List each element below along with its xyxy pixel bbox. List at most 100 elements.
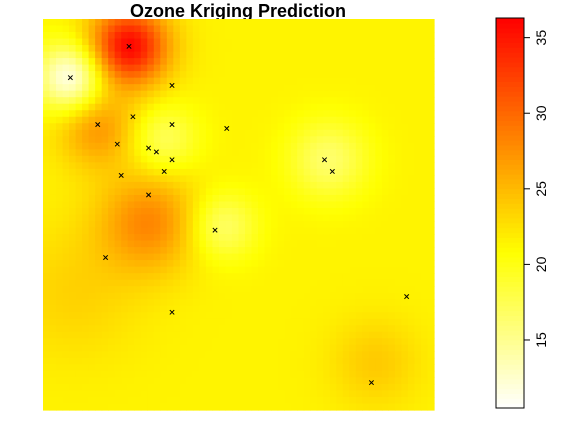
color-scale-cell [496,86,524,92]
heatmap-cell [231,214,240,222]
heatmap-cell [225,77,233,85]
heatmap-cell [43,260,51,268]
heatmap-cell [277,292,285,300]
heatmap-cell [284,260,292,268]
heatmap-cell [43,390,51,398]
heatmap-cell [290,19,298,27]
heatmap-cell [394,344,403,352]
heatmap-cell [264,221,272,229]
heatmap-cell [375,403,383,411]
heatmap-cell [394,299,403,307]
heatmap-cell [205,207,214,216]
heatmap-cell [160,325,168,333]
heatmap-cell [329,116,337,124]
heatmap-cell [329,331,337,339]
station-marker [95,122,101,128]
heatmap-cell [258,162,266,170]
heatmap-cell [323,58,331,66]
heatmap-cell [375,312,383,320]
heatmap-cell [284,77,292,85]
heatmap-cell [95,181,103,190]
heatmap-cell [349,116,357,124]
color-scale-cell [496,237,524,243]
heatmap-cell [166,364,174,372]
heatmap-cell [258,299,266,307]
heatmap-cell [147,318,155,326]
heatmap-cell [245,227,253,235]
heatmap-cell [140,240,148,248]
heatmap-cell [362,273,370,281]
heatmap-cell [258,123,266,131]
heatmap-cell [336,103,344,111]
heatmap-cell [303,253,311,261]
heatmap-cell [238,390,246,398]
heatmap-cell [43,234,51,242]
heatmap-cell [258,383,266,392]
heatmap-cell [231,325,240,333]
heatmap-cell [290,318,298,326]
heatmap-cell [297,103,305,111]
heatmap-cell [140,247,148,255]
heatmap-cell [134,357,142,365]
heatmap-cell [375,123,383,131]
heatmap-cell [212,266,220,274]
heatmap-cell [192,247,200,255]
heatmap-cell [101,136,109,144]
heatmap-cell [179,162,187,170]
heatmap-cell [121,299,129,307]
heatmap-cell [69,318,77,326]
heatmap-cell [199,162,207,170]
heatmap-cell [388,45,396,53]
heatmap-cell [245,403,253,411]
heatmap-cell [199,103,207,111]
heatmap-cell [231,58,240,66]
heatmap-cell [101,58,109,66]
heatmap-cell [362,168,370,176]
heatmap-cell [218,403,227,411]
heatmap-cell [199,129,207,137]
heatmap-cell [231,318,240,326]
heatmap-cell [303,390,311,398]
heatmap-cell [147,188,155,196]
heatmap-cell [290,299,298,307]
heatmap-cell [62,71,70,79]
heatmap-cell [56,338,64,346]
heatmap-cell [284,25,292,33]
heatmap-cell [290,286,298,294]
heatmap-cell [271,331,279,339]
heatmap-cell [192,25,200,33]
heatmap-cell [349,377,357,385]
heatmap-cell [323,45,331,53]
heatmap-cell [134,312,142,320]
heatmap-cell [147,129,155,137]
heatmap-cell [56,103,64,111]
heatmap-cell [95,396,103,405]
heatmap-cell [407,396,416,405]
heatmap-cell [381,123,389,131]
heatmap-cell [368,110,376,118]
heatmap-cell [114,207,122,216]
heatmap-cell [225,318,233,326]
color-scale-cell [496,330,524,336]
heatmap-cell [414,19,422,27]
heatmap-cell [192,344,200,352]
heatmap-cell [166,58,174,66]
heatmap-cell [303,318,311,326]
heatmap-cell [264,142,272,150]
heatmap-cell [140,207,148,216]
heatmap-cell [160,123,168,131]
heatmap-cell [231,403,240,411]
heatmap-cell [323,194,331,203]
heatmap-cell [355,247,363,255]
heatmap-cell [407,58,416,66]
heatmap-cell [375,77,383,85]
heatmap-cell [82,312,90,320]
heatmap-cell [316,84,324,92]
heatmap-cell [205,305,214,313]
heatmap-cell [199,38,207,46]
heatmap-cell [173,19,181,27]
heatmap-cell [205,240,214,248]
heatmap-cell [297,221,305,229]
heatmap-cell [290,188,298,196]
